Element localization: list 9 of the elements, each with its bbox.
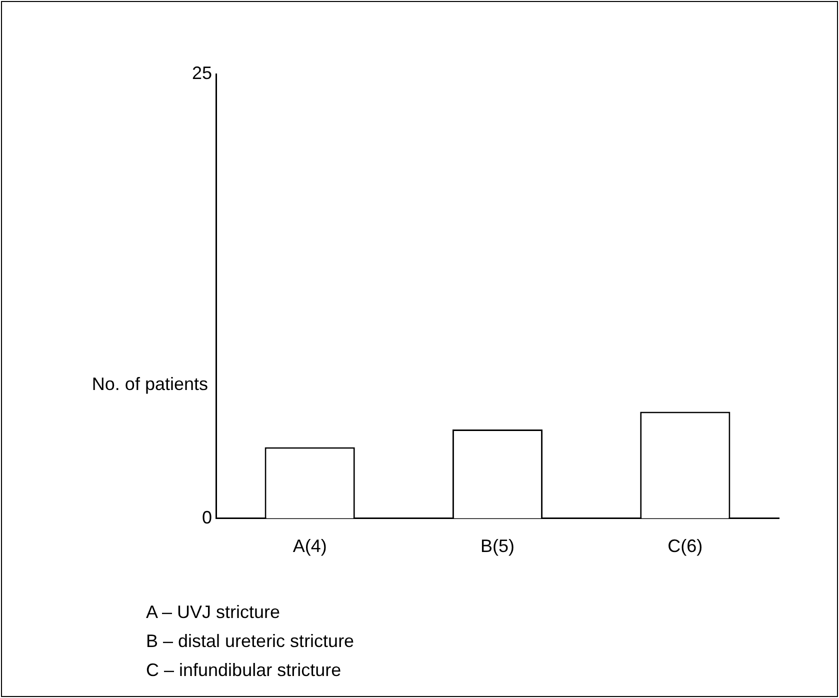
y-tick-label: 25: [192, 62, 212, 83]
text: A – UVJ stricture: [146, 601, 282, 624]
text: B – distal ureteric stricture: [146, 630, 354, 653]
y-tick-label: 0: [202, 507, 212, 528]
y-axis-title: No. of patients: [92, 374, 208, 394]
x-tick-label: B(5): [480, 536, 515, 556]
x-tick-label: C(6): [668, 536, 703, 556]
text: C – infundibular stricture: [146, 659, 342, 682]
x-tick-label: A(4): [292, 536, 327, 556]
